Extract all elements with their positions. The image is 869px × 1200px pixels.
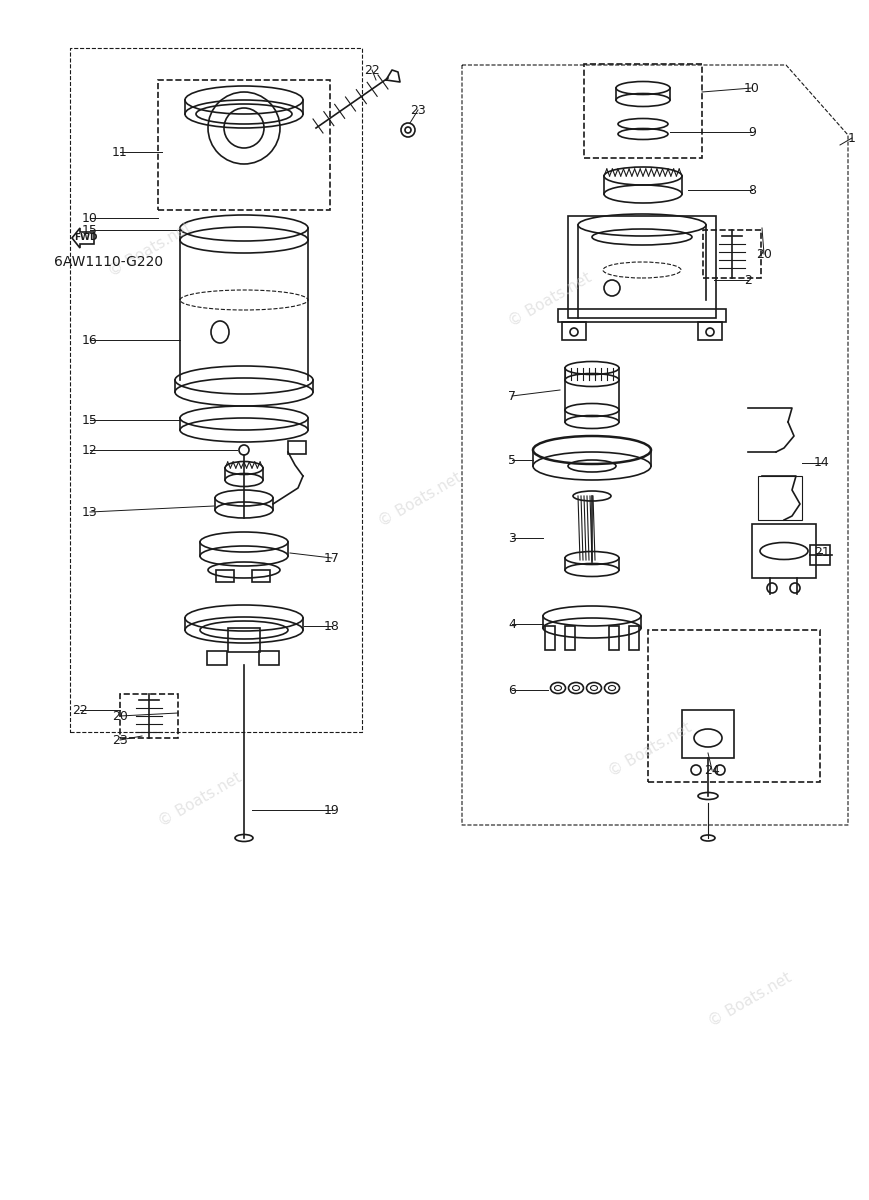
Text: © Boats.net: © Boats.net xyxy=(506,270,594,330)
Text: 4: 4 xyxy=(508,618,516,630)
Text: FWD: FWD xyxy=(74,234,97,242)
Bar xyxy=(609,626,619,650)
Text: 7: 7 xyxy=(508,390,516,402)
Bar xyxy=(120,694,178,738)
Bar xyxy=(568,216,716,318)
Text: 11: 11 xyxy=(112,145,128,158)
Text: 6AW1110-G220: 6AW1110-G220 xyxy=(54,254,163,269)
Text: 3: 3 xyxy=(508,532,516,545)
Bar xyxy=(259,650,279,665)
Text: 15: 15 xyxy=(82,414,98,426)
Text: 10: 10 xyxy=(744,82,760,95)
Text: 14: 14 xyxy=(814,456,830,469)
Bar xyxy=(703,230,761,278)
Text: © Boats.net: © Boats.net xyxy=(156,770,244,830)
Bar xyxy=(252,570,270,582)
Text: 22: 22 xyxy=(72,703,88,716)
Bar xyxy=(558,308,726,322)
Text: 5: 5 xyxy=(508,454,516,467)
Text: 1: 1 xyxy=(848,132,856,144)
Text: © Boats.net: © Boats.net xyxy=(706,970,794,1030)
Bar xyxy=(565,626,575,650)
Bar xyxy=(682,710,734,758)
Text: 23: 23 xyxy=(410,103,426,116)
Text: 16: 16 xyxy=(83,334,98,347)
Text: 15: 15 xyxy=(82,223,98,236)
Text: © Boats.net: © Boats.net xyxy=(375,470,464,530)
Bar xyxy=(158,80,330,210)
Text: 8: 8 xyxy=(748,184,756,197)
Text: 13: 13 xyxy=(83,505,98,518)
Text: 2: 2 xyxy=(744,274,752,287)
Text: 24: 24 xyxy=(704,763,720,776)
Bar xyxy=(758,476,802,520)
Bar xyxy=(752,524,816,578)
Text: © Boats.net: © Boats.net xyxy=(606,720,694,780)
Text: 12: 12 xyxy=(83,444,98,456)
Text: 20: 20 xyxy=(112,709,128,722)
Text: 23: 23 xyxy=(112,733,128,746)
Bar xyxy=(207,650,227,665)
Text: 18: 18 xyxy=(324,619,340,632)
Bar xyxy=(698,322,722,340)
Bar xyxy=(288,440,306,454)
Text: 17: 17 xyxy=(324,552,340,564)
Bar xyxy=(228,628,260,652)
Bar xyxy=(584,64,702,158)
Text: 22: 22 xyxy=(364,64,380,77)
Text: 20: 20 xyxy=(756,247,772,260)
Text: 21: 21 xyxy=(814,546,830,559)
Text: 10: 10 xyxy=(82,211,98,224)
Text: © Boats.net: © Boats.net xyxy=(106,220,194,280)
Text: 6: 6 xyxy=(508,684,516,696)
Bar xyxy=(810,545,830,565)
Text: 9: 9 xyxy=(748,126,756,138)
Text: 19: 19 xyxy=(324,804,340,816)
Bar xyxy=(562,322,586,340)
Bar xyxy=(629,626,639,650)
Bar xyxy=(648,630,820,782)
Bar xyxy=(216,570,234,582)
Bar xyxy=(545,626,555,650)
